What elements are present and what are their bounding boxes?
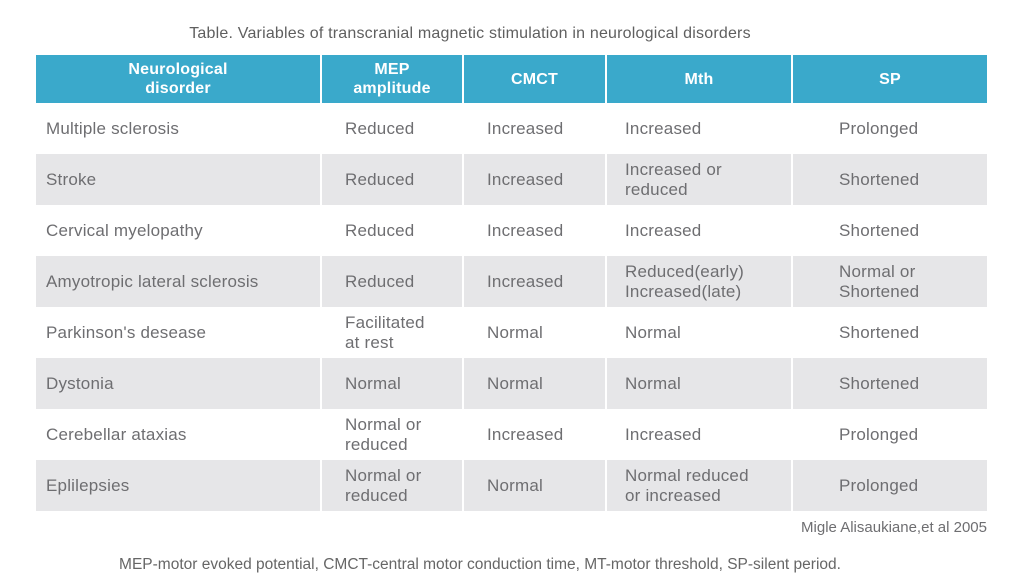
footnote-text: MEP-motor evoked potential, CMCT-central…	[119, 556, 841, 573]
table-row: Cervical myelopathy Reduced Increased Incre…	[36, 205, 987, 256]
table-cell: Normal	[322, 358, 462, 409]
table-row: Parkinson's desease Facilitated at rest No…	[36, 307, 987, 358]
table-cell: Normal or reduced	[322, 409, 462, 460]
table-cell: Increased	[464, 256, 605, 307]
table-cell: Multiple sclerosis	[36, 103, 320, 154]
table-cell: Facilitated at rest	[322, 307, 462, 358]
table-cell: Reduced	[322, 154, 462, 205]
table-cell: Increased	[607, 103, 791, 154]
attribution-text: Migle Alisaukiane,et al 2005	[801, 519, 987, 536]
table-cell: Increased	[464, 205, 605, 256]
table-row: Stroke Reduced Increased Increased or reduc…	[36, 154, 987, 205]
table-cell: Shortened	[793, 358, 987, 409]
table-cell: Cerebellar ataxias	[36, 409, 320, 460]
table-cell: Reduced	[322, 256, 462, 307]
table-body: Multiple sclerosis Reduced Increased Increa…	[36, 103, 987, 511]
table-cell: Shortened	[793, 205, 987, 256]
table-cell: Dystonia	[36, 358, 320, 409]
table-cell: Prolonged	[793, 409, 987, 460]
table-row: Amyotropic lateral sclerosis Reduced Incre…	[36, 256, 987, 307]
table-cell: Normal or reduced	[322, 460, 462, 511]
table-cell: Reduced(early) Increased(late)	[607, 256, 791, 307]
table-cell: Increased	[607, 409, 791, 460]
table-cell: Amyotropic lateral sclerosis	[36, 256, 320, 307]
column-header-sp: SP	[793, 55, 987, 103]
table-cell: Prolonged	[793, 103, 987, 154]
table-cell: Normal	[464, 460, 605, 511]
data-table: Neurological disorder MEP amplitude CMCT…	[36, 55, 987, 511]
table-cell: Reduced	[322, 205, 462, 256]
table-cell: Increased	[464, 154, 605, 205]
column-header-mth: Mth	[607, 55, 791, 103]
table-cell: Stroke	[36, 154, 320, 205]
table-cell: Cervical myelopathy	[36, 205, 320, 256]
column-header-cmct: CMCT	[464, 55, 605, 103]
table-cell: Normal reduced or increased	[607, 460, 791, 511]
table-cell: Normal	[607, 358, 791, 409]
table-cell: Normal	[464, 307, 605, 358]
table-cell: Eplilepsies	[36, 460, 320, 511]
table-cell: Increased	[464, 409, 605, 460]
table-cell: Parkinson's desease	[36, 307, 320, 358]
table-header-row: Neurological disorder MEP amplitude CMCT…	[36, 55, 987, 103]
table-row: Dystonia Normal Normal Normal Shortened	[36, 358, 987, 409]
column-header-mep-amplitude: MEP amplitude	[322, 55, 462, 103]
table-cell: Increased	[464, 103, 605, 154]
table-cell: Normal	[607, 307, 791, 358]
table-cell: Normal	[464, 358, 605, 409]
table-cell: Normal or Shortened	[793, 256, 987, 307]
column-header-neurological-disorder: Neurological disorder	[36, 55, 320, 103]
table-cell: Increased	[607, 205, 791, 256]
table-cell: Shortened	[793, 154, 987, 205]
table-cell: Reduced	[322, 103, 462, 154]
table-row: Cerebellar ataxias Normal or reduced Incre…	[36, 409, 987, 460]
table-cell: Shortened	[793, 307, 987, 358]
table-cell: Increased or reduced	[607, 154, 791, 205]
table-row: Eplilepsies Normal or reduced Normal Normal…	[36, 460, 987, 511]
table-row: Multiple sclerosis Reduced Increased Increa…	[36, 103, 987, 154]
page-title: Table. Variables of transcranial magneti…	[189, 25, 751, 42]
table-cell: Prolonged	[793, 460, 987, 511]
